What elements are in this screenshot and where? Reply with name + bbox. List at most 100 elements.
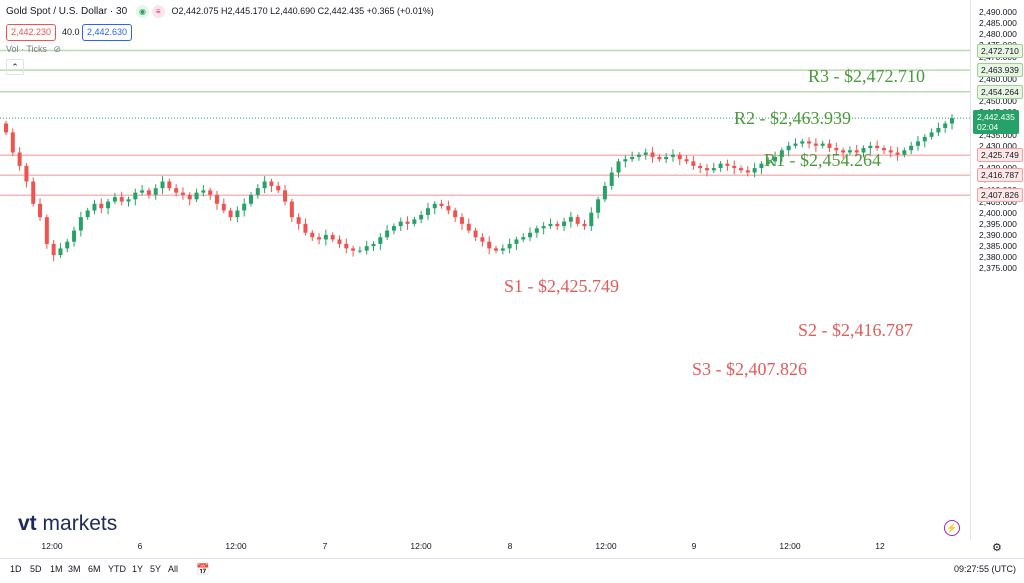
eye-icon[interactable]: ◉ bbox=[135, 5, 149, 18]
candle[interactable] bbox=[800, 138, 805, 148]
candle[interactable] bbox=[371, 241, 376, 252]
candle[interactable] bbox=[310, 230, 315, 242]
candle[interactable] bbox=[589, 207, 594, 231]
candle[interactable] bbox=[793, 138, 798, 149]
chart-area[interactable]: Gold Spot / U.S. Dollar · 30 ◉ ≡ O2,442.… bbox=[0, 0, 970, 540]
candle[interactable] bbox=[909, 141, 914, 155]
candle[interactable] bbox=[943, 120, 948, 133]
candle[interactable] bbox=[888, 146, 893, 158]
collapse-button[interactable]: ⌃ bbox=[6, 59, 24, 75]
candle[interactable] bbox=[24, 163, 29, 188]
candle[interactable] bbox=[739, 165, 744, 174]
candle[interactable] bbox=[861, 145, 866, 158]
candle[interactable] bbox=[596, 196, 601, 219]
candle[interactable] bbox=[385, 225, 390, 240]
candle[interactable] bbox=[854, 144, 859, 157]
candle[interactable] bbox=[582, 219, 587, 230]
candle[interactable] bbox=[820, 140, 825, 149]
candle[interactable] bbox=[133, 188, 138, 206]
candle[interactable] bbox=[4, 120, 8, 136]
candle[interactable] bbox=[106, 198, 111, 215]
candle[interactable] bbox=[745, 166, 750, 177]
legend-symbol-title[interactable]: Gold Spot / U.S. Dollar · 30 bbox=[6, 6, 128, 18]
utc-clock[interactable]: 09:27:55 (UTC) bbox=[953, 564, 1016, 574]
candle[interactable] bbox=[473, 227, 478, 242]
candle[interactable] bbox=[643, 148, 648, 160]
candle[interactable] bbox=[534, 225, 539, 238]
price-axis[interactable]: 2,490.0002,485.0002,480.0002,475.0002,47… bbox=[970, 0, 1024, 540]
range-button-1y[interactable]: 1Y bbox=[132, 564, 144, 574]
candle[interactable] bbox=[500, 244, 505, 255]
eye-hidden-icon[interactable]: ⊘ bbox=[53, 44, 62, 54]
candle[interactable] bbox=[146, 187, 151, 199]
range-button-5d[interactable]: 5D bbox=[30, 564, 42, 574]
candle[interactable] bbox=[337, 235, 342, 248]
candle[interactable] bbox=[201, 185, 206, 197]
candle[interactable] bbox=[562, 217, 567, 231]
candle[interactable] bbox=[214, 190, 219, 210]
candle[interactable] bbox=[303, 218, 308, 236]
candle[interactable] bbox=[807, 137, 812, 149]
candle[interactable] bbox=[691, 156, 696, 170]
candle[interactable] bbox=[636, 152, 641, 161]
candle[interactable] bbox=[732, 160, 737, 175]
candle[interactable] bbox=[65, 239, 70, 253]
candle[interactable] bbox=[289, 198, 294, 223]
candle[interactable] bbox=[419, 210, 424, 224]
candle[interactable] bbox=[827, 139, 832, 152]
candle[interactable] bbox=[140, 185, 145, 196]
candle[interactable] bbox=[180, 187, 185, 200]
candle[interactable] bbox=[895, 147, 900, 161]
candle[interactable] bbox=[398, 217, 403, 231]
candle[interactable] bbox=[568, 211, 573, 228]
gear-icon[interactable]: ⚙ bbox=[992, 542, 1002, 554]
candle[interactable] bbox=[262, 176, 267, 194]
candle[interactable] bbox=[255, 184, 260, 199]
candle[interactable] bbox=[364, 240, 369, 255]
range-button-all[interactable]: All bbox=[168, 564, 179, 574]
candle[interactable] bbox=[657, 154, 662, 162]
last-price-badge[interactable]: 2,442.435 02:04 bbox=[973, 110, 1019, 135]
candle[interactable] bbox=[528, 227, 533, 242]
candle[interactable] bbox=[58, 243, 63, 258]
candle[interactable] bbox=[881, 145, 886, 155]
candle[interactable] bbox=[378, 233, 383, 250]
candle[interactable] bbox=[391, 223, 396, 235]
candle[interactable] bbox=[766, 157, 771, 167]
range-button-5y[interactable]: 5Y bbox=[150, 564, 162, 574]
candle[interactable] bbox=[779, 147, 784, 162]
candle[interactable] bbox=[711, 162, 716, 174]
candle[interactable] bbox=[351, 245, 356, 257]
candle[interactable] bbox=[752, 162, 757, 178]
candle[interactable] bbox=[242, 198, 247, 217]
candle[interactable] bbox=[235, 206, 240, 223]
candle[interactable] bbox=[453, 207, 458, 223]
candle[interactable] bbox=[221, 198, 226, 214]
candle[interactable] bbox=[344, 238, 349, 254]
candle[interactable] bbox=[813, 138, 818, 152]
candle[interactable] bbox=[487, 236, 492, 255]
candle[interactable] bbox=[773, 151, 778, 166]
price-badge-r2[interactable]: 2,463.939 bbox=[977, 63, 1023, 78]
candle[interactable] bbox=[929, 128, 934, 140]
candle[interactable] bbox=[704, 164, 709, 177]
range-button-ytd[interactable]: YTD bbox=[108, 564, 126, 574]
candle[interactable] bbox=[459, 213, 464, 230]
candle[interactable] bbox=[228, 207, 233, 221]
candle[interactable] bbox=[160, 176, 165, 195]
candle[interactable] bbox=[323, 229, 328, 246]
candle[interactable] bbox=[718, 160, 723, 172]
candle[interactable] bbox=[936, 122, 941, 137]
candle[interactable] bbox=[92, 199, 97, 215]
candle[interactable] bbox=[623, 155, 628, 168]
candle[interactable] bbox=[609, 167, 614, 190]
candle[interactable] bbox=[521, 233, 526, 243]
candle[interactable] bbox=[650, 147, 655, 163]
price-badge-s1[interactable]: 2,425.749 bbox=[977, 148, 1023, 163]
time-axis[interactable]: 12:00 6 12:00 7 12:00 8 12:00 9 12:00 12 bbox=[0, 540, 970, 554]
candle[interactable] bbox=[330, 232, 335, 243]
price-badge-r1[interactable]: 2,454.264 bbox=[977, 84, 1023, 99]
candle[interactable] bbox=[276, 181, 281, 194]
candle[interactable] bbox=[296, 213, 301, 230]
candlestick-chart[interactable] bbox=[0, 0, 970, 540]
